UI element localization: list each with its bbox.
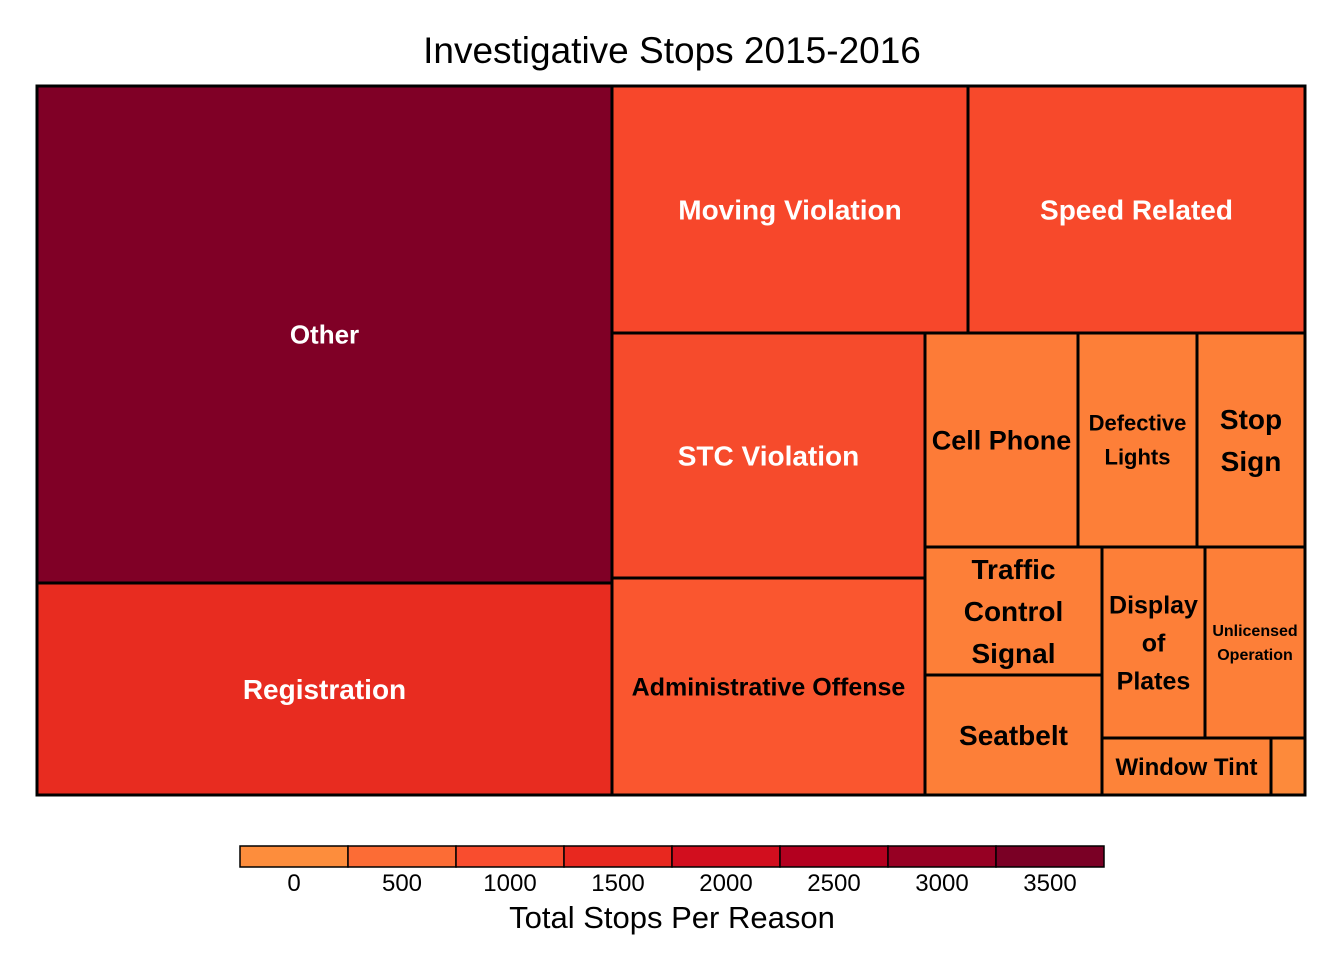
legend-tick-label: 500 <box>382 870 422 897</box>
tile-window-tint <box>1100 736 1273 797</box>
color-legend: 0 500 1000 1500 2000 2500 3000 3500 <box>239 845 1105 897</box>
label-line: Administrative Offense <box>632 673 906 701</box>
legend-tick-label: 1000 <box>483 870 536 897</box>
legend-title: Total Stops Per Reason <box>509 900 835 935</box>
tile-defective-lights <box>1076 331 1199 549</box>
label-window-tint: Window Tint <box>1116 754 1258 781</box>
label-line: Operation <box>1217 647 1293 664</box>
label-line: Registration <box>243 674 406 705</box>
label-cell-phone: Cell Phone <box>932 425 1072 455</box>
legend-swatch <box>455 845 565 868</box>
label-stop-sign: Stop Sign <box>1220 404 1282 477</box>
legend-swatch <box>995 845 1105 868</box>
tile-display-of-plates <box>1100 545 1207 740</box>
label-line: Signal <box>971 638 1055 669</box>
label-line: Other <box>290 320 359 350</box>
label-line: Stop <box>1220 404 1282 435</box>
label-traffic-control-signal: Traffic Control Signal <box>964 554 1064 669</box>
label-stc-violation: STC Violation <box>678 440 860 471</box>
label-seatbelt: Seatbelt <box>959 720 1068 751</box>
tile-seatbelt <box>923 673 1104 797</box>
label-line: Seatbelt <box>959 720 1068 751</box>
label-line: Lights <box>1105 445 1171 470</box>
chart-title: Investigative Stops 2015-2016 <box>423 30 921 71</box>
label-registration: Registration <box>243 674 406 705</box>
label-line: Sign <box>1221 446 1282 477</box>
legend-tick-label: 2000 <box>699 870 752 897</box>
tile-unlabeled <box>1269 736 1307 797</box>
label-line: Speed Related <box>1040 194 1233 225</box>
label-line: Unlicensed <box>1212 623 1297 640</box>
legend-swatch <box>671 845 781 868</box>
tile-traffic-control-signal <box>923 545 1104 677</box>
legend-tick-label: 0 <box>287 870 300 897</box>
legend-tick-label: 3500 <box>1023 870 1076 897</box>
label-defective-lights: Defective Lights <box>1089 411 1187 470</box>
label-line: Display <box>1109 591 1198 619</box>
legend-tick-label: 3000 <box>915 870 968 897</box>
legend-tick-label: 2500 <box>807 870 860 897</box>
tile-stop-sign <box>1195 331 1307 549</box>
label-line: Moving Violation <box>678 194 901 225</box>
label-moving-violation: Moving Violation <box>678 194 901 225</box>
legend-swatch <box>779 845 889 868</box>
treemap-tiles <box>35 84 1307 797</box>
tile-administrative-offense <box>610 576 927 797</box>
label-line: Defective <box>1089 411 1187 436</box>
label-administrative-offense: Administrative Offense <box>632 673 906 701</box>
tile-speed-related <box>966 84 1307 335</box>
label-line: of <box>1142 629 1166 657</box>
legend-swatch <box>239 845 349 868</box>
label-line: STC Violation <box>678 440 860 471</box>
tile-unlicensed-operation <box>1203 545 1307 740</box>
label-line: Control <box>964 596 1064 627</box>
label-speed-related: Speed Related <box>1040 194 1233 225</box>
label-unlicensed-operation: Unlicensed Operation <box>1212 623 1297 664</box>
tile-moving-violation <box>610 84 970 335</box>
label-display-of-plates: Display of Plates <box>1109 591 1198 695</box>
label-line: Traffic <box>971 554 1055 585</box>
label-line: Cell Phone <box>932 425 1072 455</box>
legend-swatch <box>347 845 457 868</box>
label-other: Other <box>290 320 359 350</box>
legend-swatch <box>887 845 997 868</box>
label-line: Window Tint <box>1116 754 1258 781</box>
label-line: Plates <box>1117 667 1191 695</box>
legend-tick-label: 1500 <box>591 870 644 897</box>
tile-other <box>35 84 614 585</box>
treemap-labels: Other Registration Moving Violation Speed R… <box>243 194 1298 781</box>
tile-registration <box>35 581 614 797</box>
legend-swatch <box>563 845 673 868</box>
